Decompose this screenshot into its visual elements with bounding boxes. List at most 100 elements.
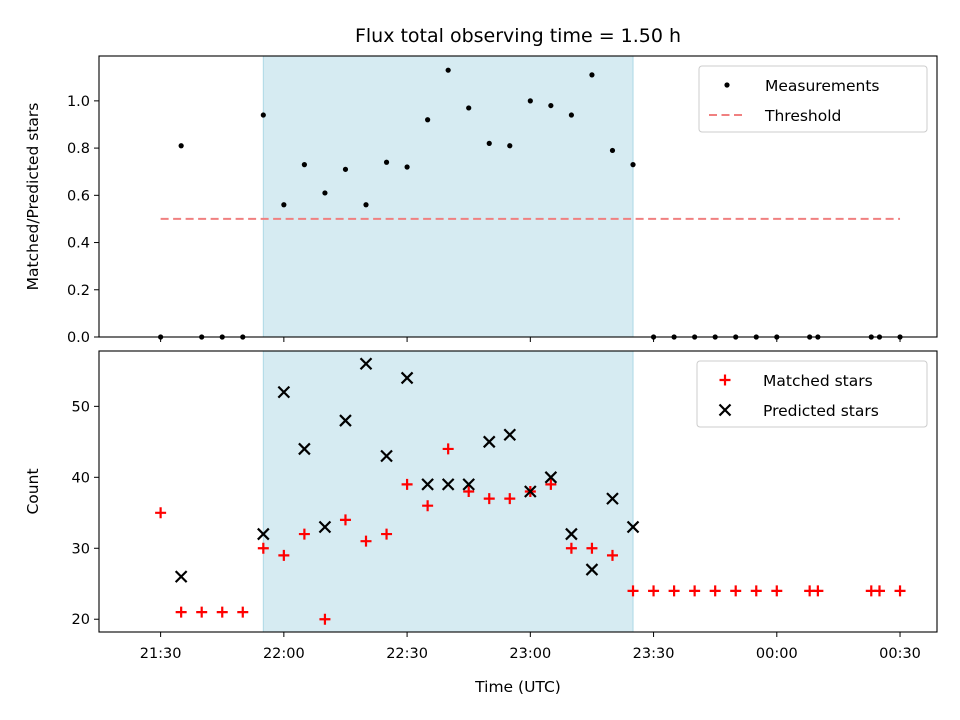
matched-star-point — [257, 542, 269, 554]
predicted-star-point — [585, 563, 599, 576]
count-panel-shaded-region — [263, 351, 634, 632]
matched-star-point — [381, 528, 393, 540]
ratio-panel-frame — [98, 55, 938, 338]
predicted-star-point — [503, 428, 517, 442]
x-tick-label: 00:00 — [756, 646, 798, 662]
legend-label: Predicted stars — [763, 402, 879, 420]
matched-star-point — [422, 500, 434, 512]
y-tick-label: 0.4 — [67, 236, 90, 252]
ratio-panel-y-axis-label: Matched/Predicted stars — [24, 103, 42, 291]
legend-label: Measurements — [765, 77, 880, 95]
matched-star-point — [730, 585, 742, 597]
matched-star-point — [668, 585, 680, 597]
matched-star-point — [339, 514, 351, 526]
y-tick-label: 0.8 — [67, 141, 90, 157]
measurement-point — [363, 202, 369, 208]
measurement-point — [527, 98, 533, 104]
predicted-star-point — [400, 371, 414, 385]
legend-label: Threshold — [764, 107, 841, 125]
predicted-star-point — [421, 478, 434, 491]
matched-star-point — [463, 486, 475, 497]
panels-layer: 0.0 0.2 0.4 0.6 0.8 1.0 Matched/Predicted star… — [24, 55, 938, 662]
matched-star-point — [298, 528, 310, 540]
predicted-star-point — [257, 527, 270, 541]
matched-star-point — [586, 542, 598, 554]
matched-star-point — [278, 549, 290, 561]
matched-star-point — [750, 585, 762, 597]
matched-star-point — [360, 535, 372, 547]
y-tick-label: 1.0 — [67, 94, 90, 110]
count-panel-series-0 — [155, 443, 906, 625]
matched-star-point — [873, 585, 885, 597]
ratio-panel-series-0 — [158, 67, 903, 340]
measurement-point — [342, 166, 349, 172]
legend-matched-marker — [719, 374, 731, 386]
matched-star-point — [196, 606, 208, 618]
x-axis-label: Time (UTC) — [474, 678, 561, 696]
y-tick-label: 0.6 — [67, 188, 90, 204]
ratio-panel-legend — [698, 65, 928, 133]
y-tick-label: 40 — [72, 470, 90, 486]
legend-marker-plus — [719, 374, 731, 386]
matched-star-point — [648, 585, 660, 597]
matched-star-point — [709, 585, 721, 597]
measurement-point — [568, 112, 575, 118]
measurement-point — [507, 143, 513, 149]
predicted-star-point — [339, 414, 352, 427]
legend-label: Matched stars — [763, 372, 873, 390]
predicted-star-point — [606, 492, 619, 505]
measurement-point — [609, 147, 616, 154]
matched-star-point — [319, 613, 331, 625]
predicted-star-point — [277, 385, 291, 399]
measurement-point — [425, 117, 431, 123]
matched-star-point — [442, 443, 454, 455]
predicted-star-point — [298, 442, 311, 456]
matched-star-point — [894, 585, 906, 597]
predicted-star-point — [380, 449, 393, 463]
predicted-star-point — [524, 485, 537, 498]
legend-marker-dot — [724, 82, 730, 88]
measurement-point — [383, 159, 390, 165]
measurement-point — [301, 162, 307, 168]
y-tick-label: 50 — [72, 399, 90, 415]
predicted-star-point — [626, 520, 640, 534]
predicted-star-point — [318, 520, 332, 534]
x-tick-label: 23:00 — [509, 646, 551, 662]
matched-star-point — [483, 493, 495, 505]
matched-star-point — [401, 478, 413, 490]
count-panel-frame — [98, 350, 938, 633]
y-tick-label: 30 — [72, 541, 90, 557]
matched-star-point — [606, 549, 618, 561]
matched-star-point — [155, 507, 167, 519]
matched-star-point — [627, 585, 639, 597]
ratio-panel-shaded-region — [263, 56, 634, 337]
x-tick-label: 23:30 — [633, 646, 675, 662]
matched-star-point — [504, 493, 516, 505]
matched-star-point — [565, 542, 577, 554]
x-tick-label: 21:30 — [140, 646, 182, 662]
x-tick-label: 00:30 — [879, 646, 921, 662]
predicted-star-point — [544, 471, 558, 484]
measurement-point — [486, 140, 492, 146]
matched-star-point — [545, 478, 557, 490]
measurement-point — [260, 112, 266, 118]
predicted-star-point — [441, 478, 455, 491]
count-panel-y-axis-label: Count — [24, 468, 42, 514]
measurement-point — [404, 164, 410, 170]
predicted-star-point — [565, 527, 578, 541]
measurement-point — [630, 162, 636, 168]
measurement-point — [548, 102, 554, 109]
measurement-point — [445, 67, 451, 73]
y-tick-label: 0.2 — [67, 283, 90, 299]
matched-star-point — [175, 606, 187, 618]
predicted-star-point — [482, 435, 496, 449]
x-tick-label: 22:30 — [386, 646, 428, 662]
measurement-point — [281, 202, 287, 208]
x-tick-label: 22:00 — [263, 646, 305, 662]
matched-star-point — [812, 585, 824, 597]
chart-title: Flux total observing time = 1.50 h — [355, 25, 681, 47]
matched-star-point — [237, 606, 249, 618]
measurement-point — [589, 72, 595, 78]
legend-marker-x — [718, 403, 732, 417]
